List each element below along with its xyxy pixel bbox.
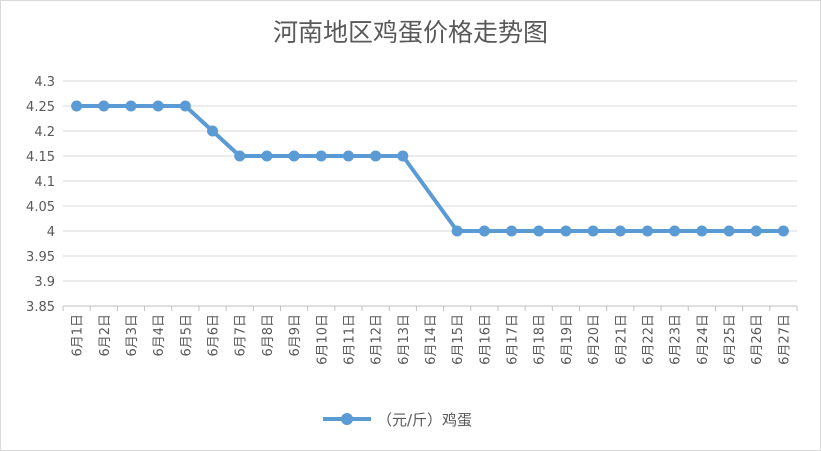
y-tick-label: 4.05: [26, 200, 55, 215]
x-tick-label: 6月4日: [152, 314, 167, 357]
x-tick-label: 6月23日: [669, 314, 684, 365]
x-tick-label: 6月16日: [478, 314, 493, 365]
data-point: [261, 150, 273, 162]
x-tick-label: 6月3日: [125, 314, 140, 357]
x-tick-label: 6月11日: [342, 314, 357, 365]
x-tick-label: 6月6日: [207, 314, 222, 357]
y-tick-label: 4.2: [34, 125, 55, 140]
x-tick-label: 6月9日: [288, 314, 303, 357]
x-tick-label: 6月25日: [723, 314, 738, 365]
data-point: [288, 150, 300, 162]
data-point: [207, 125, 219, 137]
data-point: [641, 225, 653, 237]
data-point: [152, 100, 164, 112]
x-tick-label: 6月8日: [261, 314, 276, 357]
x-tick-label: 6月2日: [98, 314, 113, 357]
legend-marker: [323, 411, 371, 427]
data-point: [669, 225, 681, 237]
chart-title: 河南地区鸡蛋价格走势图: [272, 18, 548, 47]
y-tick-label: 3.95: [26, 250, 55, 265]
x-tick-label: 6月17日: [506, 314, 521, 365]
legend: （元/斤）鸡蛋: [323, 408, 472, 430]
data-point: [750, 225, 762, 237]
data-point: [234, 150, 246, 162]
data-point: [179, 100, 191, 112]
y-tick-label: 4.1: [34, 175, 55, 190]
data-point: [71, 100, 83, 112]
data-point: [533, 225, 545, 237]
x-tick-label: 6月10日: [315, 314, 330, 365]
x-tick-label: 6月7日: [234, 314, 249, 357]
data-point: [342, 150, 354, 162]
x-tick-label: 6月21日: [614, 314, 629, 365]
data-point: [98, 100, 110, 112]
data-point: [315, 150, 327, 162]
data-point: [370, 150, 382, 162]
x-tick-label: 6月18日: [533, 314, 548, 365]
x-tick-label: 6月22日: [641, 314, 656, 365]
data-point: [125, 100, 137, 112]
y-tick-label: 4.25: [26, 100, 55, 115]
series-line: [76, 104, 784, 233]
x-tick-label: 6月24日: [696, 314, 711, 365]
x-tick-label: 6月27日: [777, 314, 792, 365]
x-tick-label: 6月5日: [179, 314, 194, 357]
data-point: [777, 225, 789, 237]
data-point: [478, 225, 490, 237]
data-point: [696, 225, 708, 237]
data-point: [614, 225, 626, 237]
data-point: [560, 225, 572, 237]
x-tick-label: 6月12日: [370, 314, 385, 365]
x-tick-label: 6月20日: [587, 314, 602, 365]
data-point: [506, 225, 518, 237]
legend-label: （元/斤）鸡蛋: [377, 410, 473, 429]
x-tick-label: 6月15日: [451, 314, 466, 365]
y-tick-label: 3.9: [34, 275, 55, 290]
x-tick-label: 6月13日: [397, 314, 412, 365]
data-point: [397, 150, 409, 162]
y-tick-label: 3.85: [26, 300, 55, 315]
x-tick-label: 6月1日: [71, 314, 86, 357]
data-point: [723, 225, 735, 237]
y-tick-label: 4.3: [34, 75, 55, 90]
y-tick-label: 4: [47, 225, 55, 240]
data-point: [587, 225, 599, 237]
x-tick-label: 6月26日: [750, 314, 765, 365]
data-point: [451, 225, 463, 237]
x-tick-label: 6月19日: [560, 314, 575, 365]
y-tick-label: 4.15: [26, 150, 55, 165]
x-tick-label: 6月14日: [424, 314, 439, 365]
